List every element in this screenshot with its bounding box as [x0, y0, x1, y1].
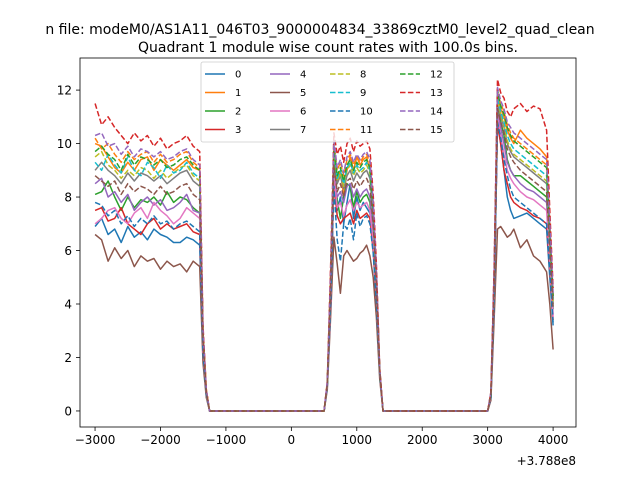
plot-lines — [94, 78, 554, 412]
y-tick-label: 8 — [64, 191, 72, 205]
y-tick-label: 10 — [57, 137, 72, 151]
legend-label-3: 3 — [235, 125, 241, 136]
figure-suptitle: n file: modeM0/AS1A11_046T03_9000004834_… — [45, 22, 594, 38]
legend-label-7: 7 — [300, 125, 306, 136]
x-tick-label: −3000 — [75, 433, 116, 447]
x-tick-label: 3000 — [472, 433, 503, 447]
series-line-2 — [94, 108, 554, 412]
x-axis-ticks: −3000 −2000 −1000 0 1000 2000 3000 4000 — [75, 427, 569, 447]
series-line-5 — [94, 225, 554, 412]
legend-label-9: 9 — [360, 88, 366, 99]
series-line-7 — [94, 102, 554, 412]
y-tick-label: 0 — [64, 404, 72, 418]
x-tick-label: −1000 — [206, 433, 247, 447]
series-line-13 — [94, 78, 554, 412]
y-tick-label: 2 — [64, 351, 72, 365]
series-line-0 — [94, 116, 554, 412]
series-line-14 — [94, 86, 554, 412]
series-line-10 — [94, 121, 554, 412]
y-axis-ticks: 0 2 4 6 8 10 12 — [57, 84, 80, 418]
legend-box — [200, 61, 455, 143]
x-tick-label: 2000 — [407, 433, 438, 447]
legend-label-15: 15 — [430, 125, 443, 136]
legend-label-8: 8 — [360, 70, 366, 81]
legend-label-1: 1 — [235, 88, 241, 99]
series-line-3 — [94, 124, 554, 412]
series-line-8 — [94, 100, 554, 412]
series-line-1 — [94, 94, 554, 412]
series-line-9 — [94, 97, 554, 412]
legend-label-10: 10 — [360, 107, 373, 118]
legend-label-2: 2 — [235, 107, 241, 118]
legend-label-0: 0 — [235, 70, 241, 81]
legend-label-6: 6 — [300, 107, 306, 118]
axes-frame — [79, 57, 577, 428]
y-tick-label: 12 — [57, 84, 72, 98]
series-line-12 — [94, 89, 554, 412]
legend-label-14: 14 — [430, 107, 443, 118]
x-tick-label: −2000 — [140, 433, 181, 447]
legend-label-5: 5 — [300, 88, 306, 99]
series-line-15 — [94, 108, 554, 412]
x-axis-offset-text: +3.788e8 — [517, 454, 576, 468]
legend-label-4: 4 — [300, 70, 306, 81]
legend-label-13: 13 — [430, 88, 443, 99]
y-tick-label: 4 — [64, 298, 72, 312]
series-line-6 — [94, 116, 554, 412]
x-tick-label: 1000 — [342, 433, 373, 447]
x-tick-label: 4000 — [538, 433, 569, 447]
legend-label-11: 11 — [360, 125, 373, 136]
x-tick-label: 0 — [288, 433, 296, 447]
legend-label-12: 12 — [430, 70, 443, 81]
y-tick-label: 6 — [64, 244, 72, 258]
chart-title: Quadrant 1 module wise count rates with … — [138, 40, 518, 56]
